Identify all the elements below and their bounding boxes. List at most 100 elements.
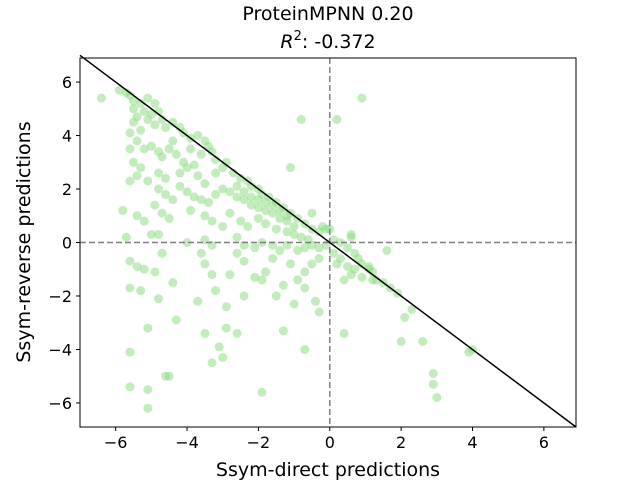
data-point	[232, 232, 242, 242]
data-point	[168, 117, 178, 127]
data-point	[143, 403, 153, 413]
y-tick-label: 2	[62, 180, 72, 199]
data-point	[164, 213, 174, 223]
data-point	[154, 184, 163, 194]
x-tick-label: 2	[396, 433, 406, 452]
data-point	[250, 243, 260, 253]
data-point	[129, 96, 138, 106]
data-point	[428, 369, 438, 378]
data-point	[289, 230, 299, 239]
data-point	[328, 248, 338, 258]
data-point	[207, 147, 217, 157]
data-point	[246, 192, 256, 202]
data-point	[243, 222, 253, 231]
data-point	[207, 216, 217, 226]
data-point	[114, 85, 124, 95]
y-tick-label: −4	[48, 340, 72, 359]
data-point	[225, 208, 235, 218]
data-point	[428, 379, 438, 389]
x-axis-title: Ssym-direct predictions	[216, 459, 440, 480]
y-axis-title: Ssym-reverse predictions	[13, 121, 35, 362]
data-point	[300, 243, 310, 253]
data-point	[261, 197, 271, 207]
data-point	[296, 115, 306, 124]
data-point	[186, 205, 196, 215]
subtitle-value: : -0.372	[302, 31, 376, 53]
data-point	[193, 296, 203, 306]
data-point	[418, 336, 428, 346]
data-point	[221, 302, 231, 312]
data-point	[293, 275, 303, 285]
data-point	[129, 117, 138, 127]
data-point	[125, 283, 135, 293]
data-point	[289, 299, 299, 309]
data-point	[239, 256, 249, 266]
data-point	[307, 259, 317, 269]
data-point	[182, 238, 192, 247]
data-point	[300, 267, 310, 277]
data-point	[157, 248, 167, 258]
data-point	[289, 222, 299, 231]
data-point	[278, 280, 288, 290]
data-point	[357, 272, 367, 282]
data-point	[346, 270, 356, 280]
data-point	[271, 291, 281, 301]
data-point	[218, 184, 228, 194]
data-point	[336, 238, 345, 247]
data-point	[400, 312, 410, 322]
data-point	[132, 211, 142, 221]
data-point	[129, 157, 138, 167]
data-point	[257, 275, 267, 285]
data-point	[175, 181, 185, 191]
data-point	[196, 248, 206, 258]
data-point	[218, 222, 228, 231]
data-point	[246, 200, 256, 210]
data-point	[232, 248, 242, 258]
data-point	[182, 163, 192, 173]
data-point	[136, 286, 146, 296]
data-point	[343, 262, 353, 272]
data-point	[364, 264, 374, 274]
data-point	[193, 171, 203, 181]
subtitle-r: R	[280, 31, 293, 53]
data-point	[168, 278, 178, 288]
data-point	[136, 163, 146, 173]
data-point	[432, 393, 442, 403]
data-point	[239, 195, 249, 205]
data-point	[139, 216, 149, 226]
data-point	[136, 99, 146, 108]
data-point	[204, 197, 213, 207]
x-tick-label: −4	[175, 433, 199, 452]
data-point	[161, 189, 171, 199]
y-tick-label: −6	[48, 394, 72, 413]
data-point	[200, 211, 210, 221]
data-point	[357, 259, 367, 269]
identity-line	[79, 54, 577, 428]
data-point	[189, 192, 199, 202]
data-point	[139, 107, 149, 116]
data-point	[143, 115, 153, 124]
data-point	[228, 168, 238, 178]
data-point	[268, 208, 278, 218]
x-tick-label: −2	[247, 433, 271, 452]
data-point	[125, 347, 135, 357]
data-point	[253, 213, 263, 223]
data-point	[168, 195, 178, 205]
data-point	[239, 291, 249, 301]
data-point	[343, 243, 353, 253]
data-point	[196, 149, 206, 159]
data-point	[186, 144, 196, 154]
data-point	[211, 168, 221, 178]
data-point	[214, 342, 224, 352]
data-point	[161, 173, 171, 183]
data-point	[346, 230, 356, 239]
data-point	[161, 123, 171, 132]
data-point	[221, 157, 231, 167]
data-point	[382, 246, 392, 255]
data-point	[154, 168, 163, 178]
axis-ticks: −6 −4 −2 0 2 4 6 −6 −4 −2 0 2 4 6	[48, 73, 549, 452]
subtitle-superscript: 2	[294, 29, 302, 44]
data-point	[211, 189, 221, 199]
data-point	[161, 371, 171, 381]
